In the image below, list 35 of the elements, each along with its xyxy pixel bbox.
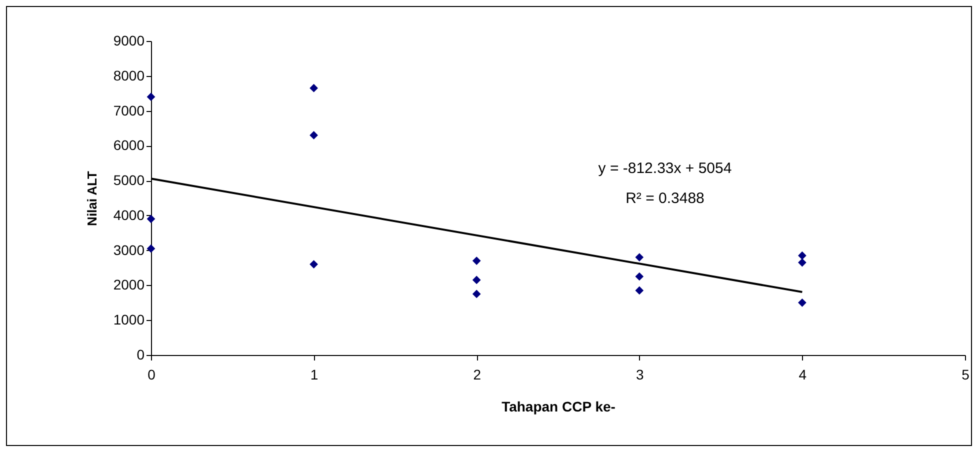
annotation: y = -812.33x + 5054: [598, 160, 732, 177]
point: [310, 84, 318, 92]
point: [635, 253, 644, 262]
point: [310, 260, 318, 268]
y-tick-label: 4000: [113, 206, 145, 223]
y-tick-label: 7000: [113, 102, 145, 118]
y-tick-label: 6000: [113, 137, 145, 154]
point: [310, 131, 318, 140]
annotation: R² = 0.3488: [626, 190, 704, 207]
point: [146, 92, 156, 102]
point: [635, 286, 644, 295]
point: [798, 251, 806, 260]
point: [798, 258, 806, 267]
y-tick-label: 1000: [113, 312, 145, 328]
y-tick-label: 3000: [113, 242, 145, 258]
point: [146, 214, 156, 224]
y-tick-label: 8000: [113, 67, 145, 84]
x-tick-label: 1: [310, 366, 318, 382]
y-tick-label: 0: [136, 346, 145, 362]
point: [798, 298, 806, 307]
y-tick-label: 5000: [113, 172, 145, 188]
point: [472, 256, 481, 265]
y-axis-title: Nilai ALT: [84, 171, 100, 226]
y-tick-label: 9000: [113, 32, 145, 48]
x-tick-label: 2: [473, 366, 482, 382]
x-tick-label: 4: [798, 366, 807, 382]
point: [635, 272, 644, 281]
point: [472, 276, 481, 284]
x-axis-title: Tahapan CCP ke-: [502, 398, 616, 414]
x-tick-label: 0: [148, 366, 156, 382]
point: [472, 290, 481, 298]
x-tick-label: 5: [962, 366, 970, 382]
x-tick-label: 3: [636, 366, 644, 382]
y-tick-label: 2000: [113, 276, 145, 293]
point: [146, 244, 156, 253]
